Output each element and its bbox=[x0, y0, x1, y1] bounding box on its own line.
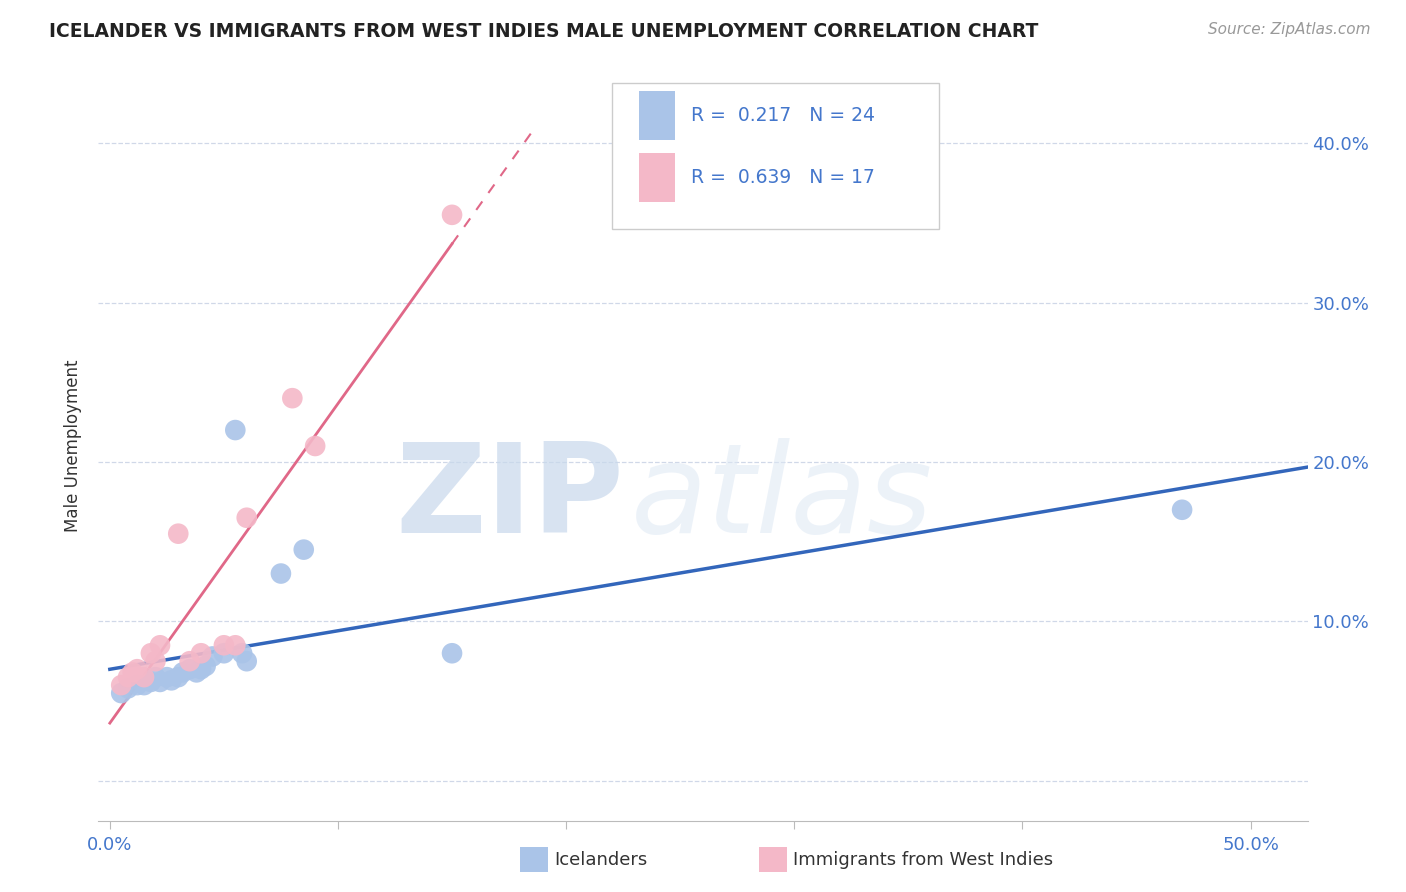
Point bbox=[190, 646, 212, 660]
Point bbox=[224, 638, 246, 652]
Point bbox=[156, 670, 179, 684]
Point bbox=[1171, 502, 1194, 516]
Point bbox=[172, 665, 194, 680]
Text: R =  0.217   N = 24: R = 0.217 N = 24 bbox=[690, 106, 875, 125]
Point bbox=[110, 678, 132, 692]
Point bbox=[167, 526, 190, 541]
Point bbox=[235, 654, 257, 668]
Point bbox=[127, 662, 149, 676]
Y-axis label: Male Unemployment: Male Unemployment bbox=[65, 359, 83, 533]
Point bbox=[441, 208, 464, 222]
Point bbox=[292, 542, 315, 557]
FancyBboxPatch shape bbox=[613, 83, 939, 228]
Point bbox=[186, 665, 208, 680]
Text: Immigrants from West Indies: Immigrants from West Indies bbox=[793, 851, 1053, 869]
Text: ZIP: ZIP bbox=[395, 438, 624, 559]
Point bbox=[212, 638, 235, 652]
Point bbox=[179, 662, 201, 676]
Point bbox=[149, 638, 172, 652]
Point bbox=[127, 678, 149, 692]
Point bbox=[304, 439, 326, 453]
Point bbox=[224, 423, 246, 437]
Point bbox=[145, 670, 167, 684]
Point bbox=[139, 646, 162, 660]
Point bbox=[212, 646, 235, 660]
Point bbox=[132, 678, 155, 692]
Point bbox=[270, 566, 292, 581]
FancyBboxPatch shape bbox=[638, 153, 675, 202]
Point bbox=[194, 659, 217, 673]
Point bbox=[149, 675, 172, 690]
Point bbox=[110, 686, 132, 700]
Text: Source: ZipAtlas.com: Source: ZipAtlas.com bbox=[1208, 22, 1371, 37]
Point bbox=[132, 670, 155, 684]
Point bbox=[117, 681, 139, 696]
Text: atlas: atlas bbox=[630, 438, 932, 559]
Point bbox=[167, 670, 190, 684]
Text: Icelanders: Icelanders bbox=[554, 851, 647, 869]
Point bbox=[281, 391, 304, 405]
Point bbox=[179, 654, 201, 668]
FancyBboxPatch shape bbox=[638, 91, 675, 140]
Point bbox=[190, 662, 212, 676]
Text: R =  0.639   N = 17: R = 0.639 N = 17 bbox=[690, 168, 875, 186]
Point bbox=[117, 670, 139, 684]
Point bbox=[235, 510, 257, 524]
Text: ICELANDER VS IMMIGRANTS FROM WEST INDIES MALE UNEMPLOYMENT CORRELATION CHART: ICELANDER VS IMMIGRANTS FROM WEST INDIES… bbox=[49, 22, 1039, 41]
Point bbox=[441, 646, 464, 660]
Point bbox=[160, 673, 183, 688]
Point bbox=[201, 649, 224, 664]
Point bbox=[145, 654, 167, 668]
Point bbox=[231, 646, 253, 660]
Point bbox=[121, 665, 143, 680]
Point bbox=[139, 675, 162, 690]
